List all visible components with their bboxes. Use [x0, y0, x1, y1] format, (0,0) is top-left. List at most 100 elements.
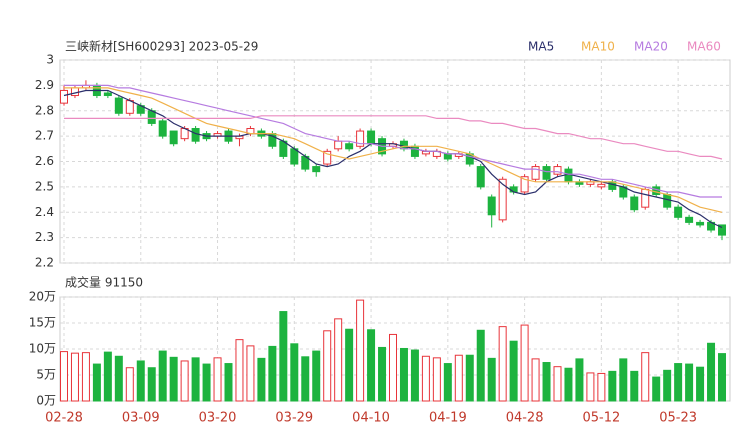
x-tick-label: 03-09	[122, 411, 160, 426]
volume-bar	[136, 360, 145, 402]
volume-tick-label: 10万	[29, 342, 56, 356]
price-frame	[59, 59, 731, 264]
y-tick-label: 2.9	[35, 78, 54, 92]
candle-body	[158, 120, 167, 137]
candle-body	[718, 224, 726, 236]
candle-body	[169, 130, 178, 145]
volume-bar	[103, 351, 112, 402]
y-tick-label: 3	[46, 53, 54, 67]
volume-bar	[345, 328, 354, 402]
candle-body	[509, 186, 518, 193]
candle-body	[334, 140, 343, 150]
candle-body	[60, 89, 68, 104]
volume-bar	[334, 318, 343, 402]
candle-body	[70, 87, 79, 97]
candle-body	[685, 216, 694, 223]
ma-line	[64, 115, 723, 160]
x-tick-label: 05-23	[659, 411, 697, 426]
volume-bar	[454, 354, 463, 402]
candle-body	[696, 221, 705, 226]
volume-tick-label: 15万	[29, 316, 56, 330]
volume-bar	[619, 358, 628, 402]
volume-bar	[564, 367, 573, 402]
candle-body	[520, 176, 529, 193]
volume-bar	[60, 351, 68, 402]
volume-bar	[608, 370, 617, 402]
legend-label: MA5	[528, 40, 554, 54]
candle-body	[367, 130, 376, 145]
volume-bar	[663, 369, 672, 402]
candle-body	[114, 97, 123, 114]
x-tick-label: 04-28	[506, 411, 544, 426]
volume-bar	[169, 356, 178, 402]
legend-label: MA10	[581, 40, 615, 54]
candle-body	[652, 186, 661, 195]
volume-tick-label: 0万	[36, 394, 56, 408]
volume-bar	[70, 352, 79, 402]
volume-bar	[674, 363, 683, 402]
candle-body	[630, 196, 639, 211]
candle-body	[553, 166, 562, 175]
volume-bar	[235, 339, 244, 402]
volume-bar	[92, 363, 101, 402]
volume-bar	[520, 324, 529, 402]
legend-label: MA60	[687, 40, 721, 54]
volume-bar	[531, 358, 540, 402]
y-tick-label: 2.6	[35, 154, 54, 168]
candle-body	[641, 188, 650, 208]
volume-bar	[476, 329, 485, 402]
candle-body	[674, 206, 683, 218]
candle-body	[345, 143, 354, 150]
chart-title: 三峡新材[SH600293] 2023-05-29	[65, 39, 258, 54]
y-tick-label: 2.5	[35, 179, 54, 193]
candle-body	[312, 166, 321, 173]
ma-line	[64, 87, 723, 213]
candle-body	[476, 166, 485, 188]
candle-body	[125, 100, 134, 114]
x-tick-label: 03-20	[199, 411, 237, 426]
volume-bar	[432, 357, 441, 402]
x-tick-label: 03-29	[275, 411, 313, 426]
volume-bar	[586, 372, 595, 402]
candle-body	[191, 128, 200, 142]
candle-body	[487, 196, 496, 216]
volume-bar	[410, 349, 419, 402]
volume-bar	[542, 362, 551, 402]
ma-line	[63, 89, 723, 229]
candle-body	[147, 110, 156, 124]
volume-bar	[421, 355, 430, 402]
volume-bar	[509, 340, 518, 402]
volume-bar	[367, 329, 376, 402]
volume-bar	[399, 347, 408, 402]
volume-bar	[312, 350, 321, 402]
y-tick-label: 2.2	[35, 256, 54, 270]
volume-bar	[487, 357, 496, 402]
volume-bar	[498, 326, 507, 402]
volume-bar	[279, 311, 288, 402]
volume-bar	[257, 357, 266, 402]
x-tick-label: 02-28	[45, 411, 83, 426]
candle-body	[542, 166, 551, 180]
x-tick-label: 05-12	[582, 411, 620, 426]
volume-bar	[696, 366, 705, 402]
candle-body	[564, 168, 573, 183]
candle-body	[443, 153, 452, 160]
volume-bar	[685, 363, 694, 402]
volume-bar	[301, 356, 310, 402]
volume-bar	[114, 355, 123, 402]
volume-bar	[268, 345, 277, 402]
volume-bar	[597, 372, 606, 402]
volume-bar	[389, 333, 397, 402]
volume-bar	[707, 342, 716, 402]
candle-body	[663, 193, 672, 208]
volume-bar	[575, 358, 584, 402]
y-tick-label: 2.7	[35, 129, 54, 143]
volume-bar	[180, 360, 189, 402]
candle-body	[498, 178, 507, 221]
candle-body	[531, 166, 540, 180]
volume-bar	[81, 352, 90, 402]
volume-bar	[147, 367, 156, 402]
x-tick-label: 04-10	[352, 411, 390, 426]
volume-bar	[224, 363, 233, 402]
